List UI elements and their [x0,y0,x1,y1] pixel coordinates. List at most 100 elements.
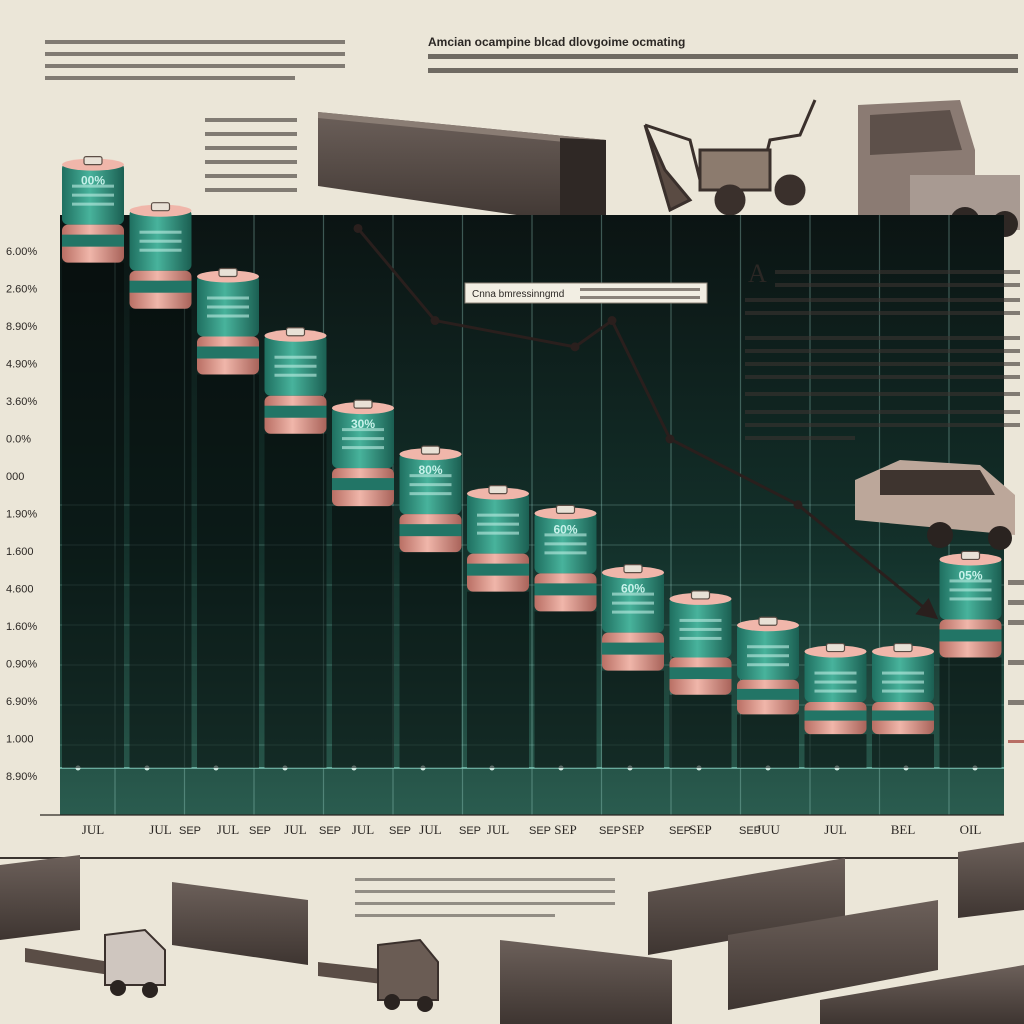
container-icon [958,842,1024,918]
y-tick-label: 4.90% [6,359,37,371]
battery-bar: 05% [939,550,1002,658]
battery-body [804,649,867,703]
battery-glyph [544,533,587,537]
battery-glyph [207,314,249,318]
battery-terminal [555,504,576,514]
battery-glyph [679,618,722,622]
battery-bar [804,642,867,735]
x-tick-label: JUL [352,822,374,837]
bar-column [467,591,529,768]
container-icon [820,965,1024,1024]
trend-point [665,434,675,444]
battery-glyph [949,597,992,601]
x-axis-labels: JUL JUL JUL JUL JUL JUL JUL SEP SEP SEP JUU JUL BEL O… [82,822,982,837]
bar-column [872,734,934,768]
battery-glyph [139,230,182,234]
battery-bar: 00% [62,156,124,263]
x-tick-label: OIL [960,822,982,837]
battery-glyph [139,248,182,252]
battery-band [129,280,192,293]
battery-glyph [612,601,654,605]
battery-glyph [72,202,114,206]
x-sub-label: SEP [389,825,411,837]
battery-terminal [285,327,306,337]
battery-band [602,642,664,655]
footer-scribble [355,878,615,917]
battery-bar [264,327,327,434]
trend-point [793,500,803,510]
battery-glyph [679,627,722,631]
bar-column [399,552,462,768]
annotation-scribble [745,270,1020,440]
x-tick-label: JUL [217,822,239,837]
battery-bar [669,590,732,695]
trend-point [570,342,580,352]
battery-band [939,629,1002,642]
battery-glyph [72,193,114,197]
battery-body [669,596,732,658]
trend-line [353,223,939,620]
container-icon [318,112,606,228]
battery-label: 00% [81,174,105,188]
y-axis-ticks: 6.00% 2.60% 8.90% 4.90% 3.60% 0.0% 000 1.90% 1.6… [6,246,37,783]
x-sub-label: SEP [179,825,201,837]
battery-band [467,563,529,576]
battery-glyph [342,428,384,432]
battery-terminal [893,642,913,653]
bar-column [129,308,192,768]
battery-glyph [477,522,519,526]
battery-bars: 00% 30% 80% 60% 60% 05% [62,156,1002,768]
legend-label: Cnna bmressinngmd [472,289,564,300]
trend-point [430,316,440,326]
bar-column [669,694,732,768]
x-sub-label: SEP [459,825,481,837]
battery-band [399,524,462,537]
battery-glyph [409,483,452,487]
x-sub-label: SEP [599,825,621,837]
header-scribble-left [45,40,345,80]
bar-column [62,262,124,768]
battery-terminal [623,563,643,574]
battery-band [804,710,867,721]
x-sub-label: SEP [669,825,691,837]
battery-glyph [814,689,857,693]
battery-bar [197,267,259,375]
battery-glyph [72,184,114,188]
trailer-truck-icon [25,928,166,998]
y-tick-label: 6.90% [6,696,37,708]
battery-glyph [477,513,519,517]
x-sub-label: SEP [739,825,761,837]
battery-glyph [274,355,317,359]
x-tick-label: JUL [824,822,846,837]
battery-glyph [274,364,317,368]
battery-band [669,667,732,680]
y-tick-label: 000 [6,471,24,483]
battery-bar [467,485,529,592]
trend-point [353,223,363,233]
x-sub-label: SEP [319,825,341,837]
y-tick-label: 1.90% [6,509,37,521]
x-tick-label: SEP [622,822,644,837]
x-tick-label: JUL [284,822,306,837]
y-tick-label: 0.90% [6,659,37,671]
x-tick-label: BEL [891,822,916,837]
battery-glyph [207,305,249,309]
bar-column [197,374,259,768]
battery-glyph [544,542,587,546]
y-tick-label: 6.00% [6,246,37,258]
battery-terminal [420,445,441,455]
bar-column [332,506,394,768]
battery-band [534,583,597,596]
battery-label: 60% [553,522,577,536]
container-icon [0,855,80,940]
right-edge-scribble [1008,580,1024,743]
battery-glyph [139,239,182,243]
y-tick-label: 1.60% [6,621,37,633]
container-icon [500,940,672,1024]
legend: Cnna bmressinngmd [464,282,708,304]
x-tick-label: JUL [487,822,509,837]
bar-column [264,433,327,768]
battery-bar [872,642,934,735]
battery-terminal [218,267,238,278]
